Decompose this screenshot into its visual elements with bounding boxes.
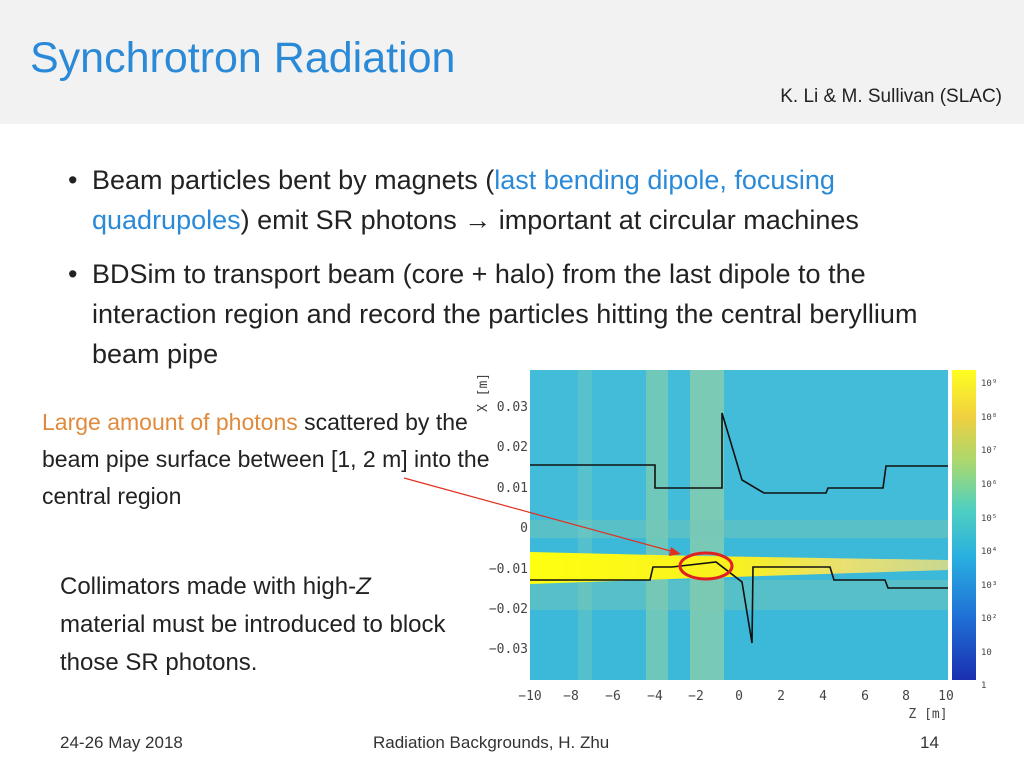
y-tick: 0 [520,521,528,536]
slide-header: Synchrotron Radiation K. Li & M. Sulliva… [0,0,1024,124]
colorbar [952,370,976,680]
y-tick: −0.02 [489,602,528,617]
colorbar-label: 10 [981,648,992,658]
y-tick: 0.03 [497,400,528,415]
colorbar-label: 10⁴ [981,547,997,557]
y-tick-labels: 0.03 0.02 0.01 0 −0.01 −0.02 −0.03 [489,400,528,657]
colorbar-label: 1 [981,681,986,691]
x-tick: 10 [938,689,954,704]
bullet-item-2: • BDSim to transport beam (core + halo) … [62,254,992,374]
x-tick: 0 [735,689,743,704]
scatter-note: Large amount of photons scattered by the… [42,404,502,515]
bullet-2-text: BDSim to transport beam (core + halo) fr… [92,259,918,369]
bullet-dot-icon: • [68,165,78,195]
author-credit: K. Li & M. Sullivan (SLAC) [780,86,1002,107]
footer-center: Radiation Backgrounds, H. Zhu [373,733,610,752]
x-tick: −10 [518,689,541,704]
footer-date: 24-26 May 2018 [60,733,183,752]
heatmap-area [530,370,948,680]
page-number: 14 [920,733,939,752]
y-axis-label: X [m] [476,373,491,412]
y-tick: −0.01 [489,562,528,577]
collimator-note: Collimators made with high-Z material mu… [60,568,460,682]
x-tick: 6 [861,689,869,704]
bullet-dot-icon: • [68,259,78,289]
collimator-note-b: material must be introduced to block tho… [60,611,446,676]
annotation-arrow [403,477,679,554]
bullet-1-highlight: last bending dipole, focusing quadrupole… [92,165,835,235]
y-tick: 0.01 [497,481,528,496]
colorbar-label: 10⁷ [981,446,997,456]
x-tick: −8 [563,689,579,704]
collimator-note-z: Z [356,573,371,600]
colorbar-label: 10⁵ [981,514,997,524]
highlight-circle [678,551,734,581]
x-tick: −2 [688,689,704,704]
y-tick: −0.03 [489,642,528,657]
bullet-1-text-b: ) emit SR photons → important at circula… [240,205,859,235]
arrowhead-icon [669,547,681,556]
upper-pipe-profile [530,412,948,494]
colorbar-labels: 10⁹ 10⁸ 10⁷ 10⁶ 10⁵ 10⁴ 10³ 10² 10 1 [981,379,997,691]
x-tick: 8 [902,689,910,704]
lower-pipe-profile [530,561,948,644]
slide-title: Synchrotron Radiation [30,34,456,82]
colorbar-label: 10⁸ [981,413,997,423]
colorbar-label: 10² [981,614,997,624]
bullet-item-1: • Beam particles bent by magnets (last b… [62,160,992,240]
colorbar-label: 10³ [981,581,997,591]
x-tick-labels: −10 −8 −6 −4 −2 0 2 4 6 8 10 [518,689,954,704]
x-axis-label: Z [m] [908,707,947,722]
bullet-list: • Beam particles bent by magnets (last b… [62,160,992,388]
photon-beam-band [530,552,948,584]
y-tick: 0.02 [497,440,528,455]
x-tick: 2 [777,689,785,704]
bullet-1-text-a: Beam particles bent by magnets ( [92,165,495,195]
colorbar-label: 10⁶ [981,480,997,490]
x-tick: 4 [819,689,827,704]
scatter-note-text: scattered by the beam pipe surface betwe… [42,409,490,509]
scatter-note-highlight: Large amount of photons [42,409,298,435]
collimator-note-a: Collimators made with high- [60,573,357,600]
x-tick: −4 [647,689,663,704]
x-tick: −6 [605,689,621,704]
colorbar-label: 10⁹ [981,379,997,389]
